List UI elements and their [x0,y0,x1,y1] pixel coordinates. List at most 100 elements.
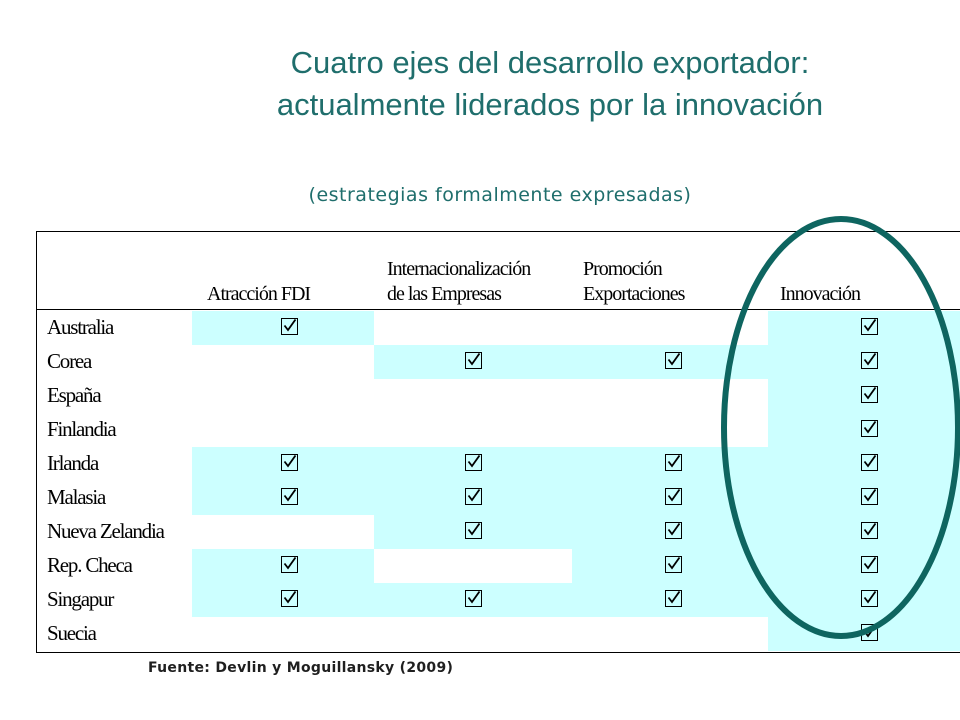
column-header-line-1: Promoción [583,258,663,280]
strategy-cell [192,515,374,549]
country-name: Suecia [47,621,97,645]
checkmark-icon [665,488,682,505]
strategy-cell [768,413,960,447]
table-row: Singapur [37,583,960,617]
strategy-cell [374,481,572,515]
checkmark-icon [281,318,298,335]
strategy-cell [572,447,768,481]
checkmark-icon [465,454,482,471]
column-header-line-1: Internacionalización [387,258,531,280]
strategy-cell [572,617,768,651]
table-row: Finlandia [37,413,960,447]
table-row: Australia [37,311,960,345]
column-header-line-1 [207,257,310,282]
strategy-cell [374,413,572,447]
strategy-cell [374,549,572,583]
strategy-cell [192,345,374,379]
column-header-line-1 [780,257,860,282]
checkmark-icon [861,318,878,335]
checkmark-icon [861,522,878,539]
title-line-2: actualmente liderados por la innovación [276,87,824,122]
checkmark-icon [861,454,878,471]
strategy-cell [572,345,768,379]
strategy-cell [572,583,768,617]
checkmark-icon [281,590,298,607]
country-name: España [47,383,102,407]
strategy-table: Atracción FDI Internacionalización de las … [36,231,960,653]
strategy-cell [192,379,374,413]
column-header-2: Internacionalización de las Empresas [387,257,531,307]
strategy-cell [374,447,572,481]
checkmark-icon [465,522,482,539]
table-row: Rep. Checa [37,549,960,583]
column-header-line-2: Innovación [780,283,861,305]
strategy-cell [374,515,572,549]
strategy-cell [768,481,960,515]
country-name: Nueva Zelandia [47,519,165,543]
checkmark-icon [281,454,298,471]
strategy-cell [768,379,960,413]
checkmark-icon [861,386,878,403]
checkmark-icon [861,352,878,369]
checkmark-icon [465,590,482,607]
checkmark-icon [281,556,298,573]
country-name: Irlanda [47,451,99,475]
column-header-line-2: Atracción FDI [207,283,311,305]
checkmark-icon [861,556,878,573]
country-name: Malasia [47,485,106,509]
source-note: Fuente: Devlin y Moguillansky (2009) [148,660,454,676]
column-header-4: Innovación [780,257,861,307]
strategy-cell [192,311,374,345]
table-row: Irlanda [37,447,960,481]
table-row: Malasia [37,481,960,515]
table-row: Corea [37,345,960,379]
strategy-cell [572,413,768,447]
checkmark-icon [465,352,482,369]
checkmark-icon [465,488,482,505]
country-name: Australia [47,315,114,339]
checkmark-icon [281,488,298,505]
strategy-cell [192,481,374,515]
strategy-cell [374,345,572,379]
strategy-cell [192,413,374,447]
strategy-cell [572,379,768,413]
column-header-line-2: Exportaciones [583,283,685,305]
strategy-cell [768,583,960,617]
strategy-cell [768,617,960,651]
strategy-cell [374,311,572,345]
slide-subtitle: (estrategias formalmente expresadas) [308,184,692,206]
checkmark-icon [665,352,682,369]
slide-title: Cuatro ejes del desarrollo exportador: a… [150,42,950,126]
country-name: Rep. Checa [47,553,133,577]
country-name: Singapur [47,587,114,611]
strategy-cell [768,345,960,379]
checkmark-icon [861,420,878,437]
country-name: Corea [47,349,92,373]
strategy-cell [374,379,572,413]
table-row: Nueva Zelandia [37,515,960,549]
column-header-1: Atracción FDI [207,257,311,307]
column-header-line-2: de las Empresas [387,283,502,305]
strategy-cell [192,549,374,583]
strategy-cell [374,583,572,617]
strategy-cell [572,549,768,583]
title-line-1: Cuatro ejes del desarrollo exportador: [290,45,810,80]
checkmark-icon [861,488,878,505]
strategy-cell [192,583,374,617]
strategy-cell [768,515,960,549]
column-header-3: Promoción Exportaciones [583,257,685,307]
strategy-cell [768,447,960,481]
table-row: España [37,379,960,413]
strategy-cell [192,447,374,481]
strategy-cell [374,617,572,651]
strategy-cell [572,515,768,549]
checkmark-icon [665,454,682,471]
table-header: Atracción FDI Internacionalización de las … [37,232,960,310]
strategy-cell [572,481,768,515]
checkmark-icon [665,590,682,607]
country-name: Finlandia [47,417,117,441]
checkmark-icon [665,556,682,573]
strategy-cell [572,311,768,345]
table-row: Suecia [37,617,960,651]
checkmark-icon [861,590,878,607]
